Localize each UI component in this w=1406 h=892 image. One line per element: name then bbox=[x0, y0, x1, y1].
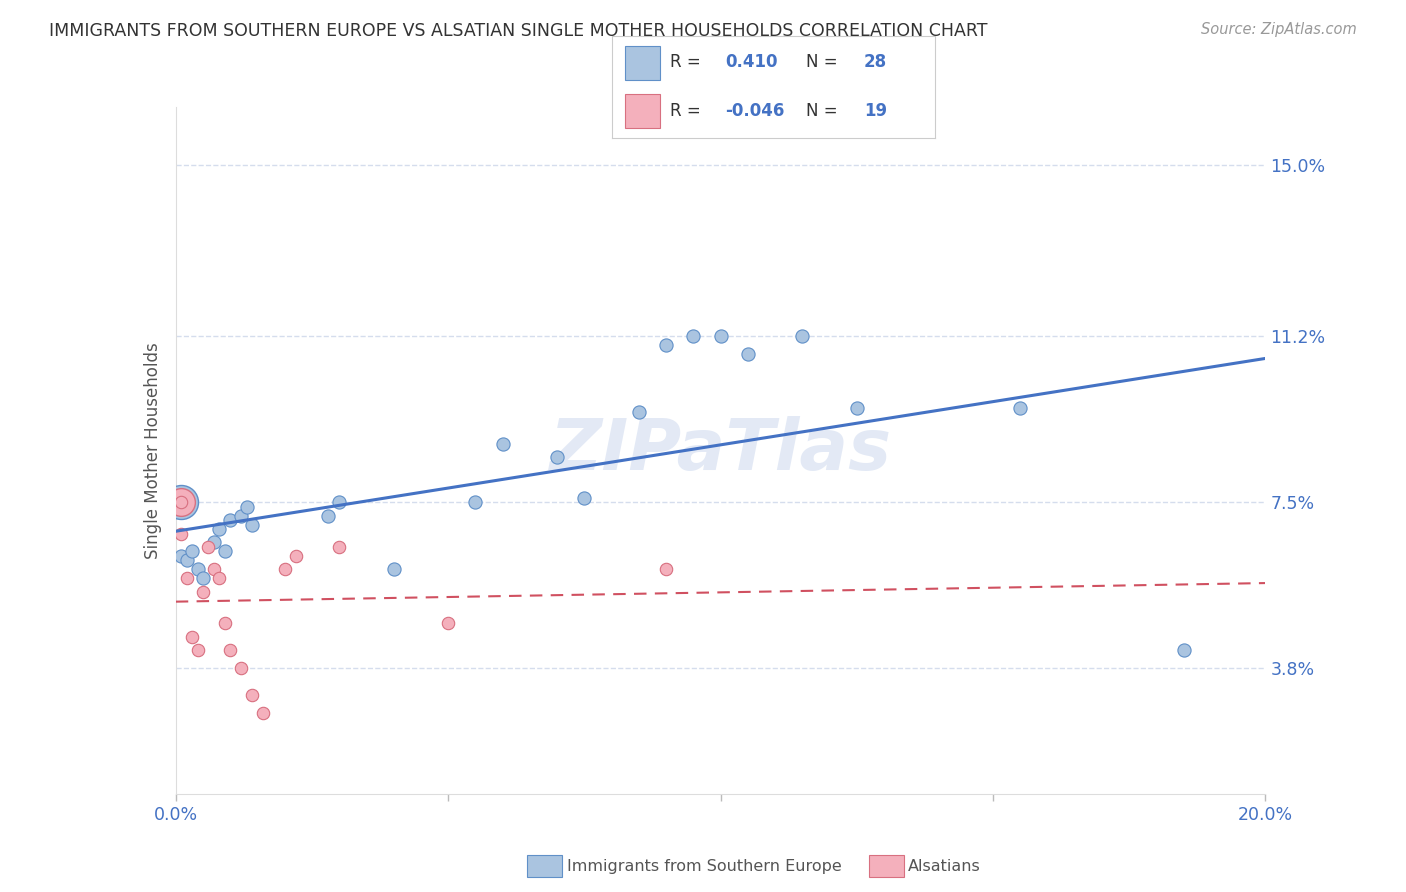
Point bbox=[197, 540, 219, 554]
Point bbox=[1010, 401, 1032, 415]
Point bbox=[792, 329, 814, 343]
Text: Alsatians: Alsatians bbox=[908, 859, 981, 873]
Point bbox=[328, 540, 350, 554]
Point bbox=[492, 436, 515, 450]
Text: N =: N = bbox=[806, 102, 837, 120]
Point bbox=[170, 526, 193, 541]
Bar bbox=[624, 95, 661, 128]
Point bbox=[274, 562, 297, 576]
Point bbox=[328, 495, 350, 509]
Text: Source: ZipAtlas.com: Source: ZipAtlas.com bbox=[1201, 22, 1357, 37]
Y-axis label: Single Mother Households: Single Mother Households bbox=[143, 343, 162, 558]
Point bbox=[231, 508, 253, 523]
Point bbox=[318, 508, 340, 523]
Point bbox=[240, 517, 263, 532]
Point bbox=[240, 688, 263, 702]
Text: N =: N = bbox=[806, 54, 837, 71]
Point bbox=[186, 562, 209, 576]
Point bbox=[181, 630, 204, 644]
Point bbox=[176, 553, 198, 567]
Point bbox=[208, 571, 231, 585]
Point bbox=[627, 405, 650, 419]
Point bbox=[231, 661, 253, 675]
Point bbox=[202, 562, 225, 576]
Point bbox=[655, 338, 678, 352]
Point bbox=[235, 500, 257, 514]
Text: IMMIGRANTS FROM SOUTHERN EUROPE VS ALSATIAN SINGLE MOTHER HOUSEHOLDS CORRELATION: IMMIGRANTS FROM SOUTHERN EUROPE VS ALSAT… bbox=[49, 22, 987, 40]
Point bbox=[737, 347, 759, 361]
Bar bbox=[624, 45, 661, 79]
Point bbox=[845, 401, 868, 415]
Point bbox=[170, 495, 193, 509]
Text: 19: 19 bbox=[863, 102, 887, 120]
Text: R =: R = bbox=[669, 54, 700, 71]
Point bbox=[464, 495, 486, 509]
Point bbox=[176, 571, 198, 585]
Point bbox=[284, 549, 307, 563]
Point bbox=[170, 495, 193, 509]
Point bbox=[437, 616, 460, 631]
Text: 28: 28 bbox=[863, 54, 887, 71]
Text: 0.410: 0.410 bbox=[725, 54, 778, 71]
Point bbox=[219, 513, 242, 527]
Point bbox=[219, 643, 242, 657]
Text: Immigrants from Southern Europe: Immigrants from Southern Europe bbox=[567, 859, 841, 873]
Point bbox=[546, 450, 568, 465]
Point bbox=[682, 329, 704, 343]
Point bbox=[574, 491, 596, 505]
Point bbox=[202, 535, 225, 549]
Point bbox=[191, 571, 214, 585]
Point bbox=[1173, 643, 1195, 657]
Text: R =: R = bbox=[669, 102, 700, 120]
Point bbox=[186, 643, 209, 657]
Point bbox=[170, 495, 193, 509]
Point bbox=[252, 706, 274, 720]
Point bbox=[655, 562, 678, 576]
Point bbox=[214, 616, 236, 631]
Point bbox=[191, 585, 214, 599]
Text: -0.046: -0.046 bbox=[725, 102, 785, 120]
Point bbox=[710, 329, 733, 343]
Point bbox=[382, 562, 405, 576]
Point bbox=[181, 544, 204, 558]
Point bbox=[170, 549, 193, 563]
Point bbox=[214, 544, 236, 558]
Point bbox=[208, 522, 231, 536]
Text: ZIPaTlas: ZIPaTlas bbox=[550, 416, 891, 485]
